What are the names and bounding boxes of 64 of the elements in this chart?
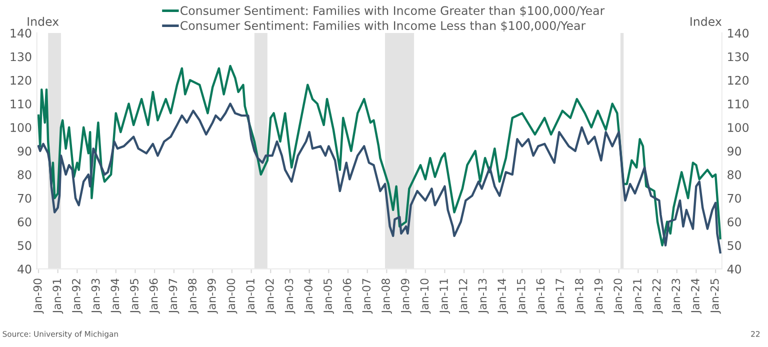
y-tick-label: 90	[18, 146, 32, 156]
x-tick-label: Jan-24	[691, 278, 702, 314]
x-tick-label: Jan-01	[246, 278, 257, 314]
y2-tick-label: 100	[728, 123, 749, 132]
x-tick-label: Jan-21	[633, 278, 644, 314]
y-axis-title: Index	[28, 16, 59, 26]
x-tick-label: Jan-23	[672, 278, 682, 314]
line-series	[37, 64, 722, 246]
x-tick-label: Jan-92	[72, 279, 82, 314]
y-tick-label: 70	[18, 194, 32, 203]
x-tick-label: Jan-99	[207, 278, 218, 314]
x-tick-label: Jan-93	[91, 278, 102, 314]
y-tick-label: 60	[18, 217, 32, 226]
x-tick-label: Jan-11	[440, 278, 450, 314]
x-tick-label: Jan-10	[420, 278, 431, 314]
y2-tick-label: 50	[728, 241, 742, 250]
x-tick-label: Jan-15	[517, 278, 528, 314]
x-tick-label: Jan-13	[478, 278, 489, 314]
x-tick-label: Jan-22	[652, 279, 663, 314]
x-tick-label: Jan-02	[265, 279, 276, 314]
x-tick-label: Jan-19	[594, 278, 605, 314]
x-tick-label: Jan-17	[556, 278, 566, 314]
y-tick-label: 120	[10, 76, 32, 85]
x-tick-label: Jan-14	[498, 278, 508, 314]
x-tick-label: Jan-12	[458, 279, 470, 314]
x-tick-label: Jan-96	[149, 278, 160, 314]
y2-tick-label: 70	[728, 194, 742, 203]
x-tick-label: Jan-98	[188, 278, 199, 314]
x-tick-label: Jan-95	[130, 278, 141, 314]
y2-tick-label: 90	[728, 146, 742, 156]
y-tick-label: 50	[18, 241, 32, 250]
y2-axis-title: Index	[690, 16, 722, 26]
x-tick-label: Jan-09	[400, 278, 412, 314]
y2-tick-label: 80	[728, 170, 742, 180]
y-tick-label: 100	[10, 123, 32, 132]
x-tick-label: Jan-91	[52, 278, 64, 314]
x-tick-label: Jan-07	[362, 278, 373, 314]
y2-tick-label: 130	[728, 52, 749, 62]
y-tick-label: 140	[10, 28, 32, 38]
x-tick-label: Jan-04	[304, 278, 315, 314]
x-tick-label: Jan-20	[614, 278, 624, 314]
x-tick-label: Jan-18	[574, 278, 586, 314]
y-tick-label: 80	[18, 170, 32, 180]
y2-tick-label: 110	[728, 99, 749, 108]
y2-tick-label: 60	[728, 217, 742, 226]
x-tick-label: Jan-97	[168, 278, 180, 314]
y2-tick-label: 140	[728, 28, 749, 38]
y-tick-label: 110	[10, 99, 32, 108]
x-tick-label: Jan-90	[33, 278, 44, 314]
x-tick-label: Jan-06	[342, 278, 354, 314]
x-tick-label: Jan-03	[284, 278, 296, 314]
x-tick-label: Jan-08	[381, 278, 392, 314]
x-tick-label: Jan-05	[324, 278, 334, 314]
y2-tick-label: 120	[728, 76, 749, 85]
legend-label: Consumer Sentiment: Families with Income Greater than $100,000/Year	[180, 6, 605, 17]
legend-label: Consumer Sentiment: Families with Income Less than $100,000/Year	[180, 20, 586, 32]
x-tick-label: Jan-25	[710, 278, 721, 314]
y-tick-label: 130	[10, 52, 32, 62]
y-tick-label: 40	[18, 264, 32, 274]
x-tick-label: Jan-00	[226, 278, 238, 314]
y2-tick-label: 40	[727, 264, 742, 274]
x-tick-label: Jan-16	[536, 278, 547, 314]
line-series	[37, 102, 722, 254]
x-tick-label: Jan-94	[110, 278, 122, 314]
